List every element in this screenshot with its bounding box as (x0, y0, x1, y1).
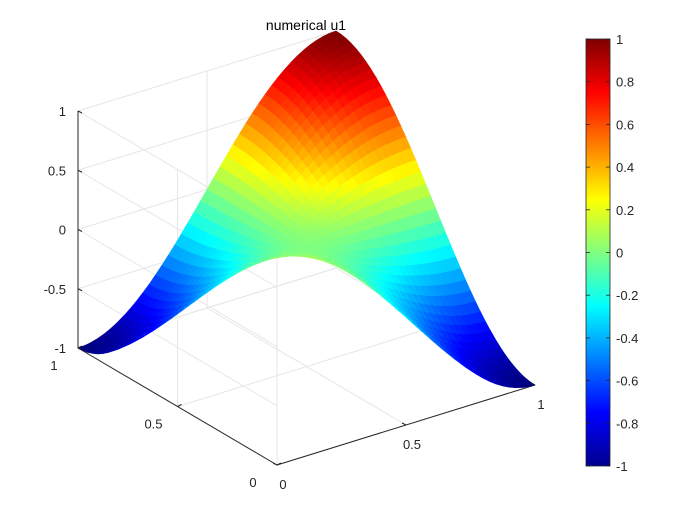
x-tick-mark (530, 382, 536, 386)
x-tick-label: 1 (537, 397, 544, 412)
surface-plot (77, 30, 536, 389)
y-tick-mark (77, 345, 83, 349)
y-tick-label: 1 (50, 358, 57, 373)
x-axis-ticks: 00.51 (272, 382, 545, 492)
colorbar-ticks: -1 -0.8 -0.6 -0.4 -0.2 0 0.2 0.4 0.6 0.8 1 (586, 32, 638, 474)
colorbar-tick-label: -0.4 (616, 331, 638, 346)
z-tick-label: -0.5 (44, 282, 66, 297)
colorbar[interactable]: -1 -0.8 -0.6 -0.4 -0.2 0 0.2 0.4 0.6 0.8 1 (585, 32, 638, 474)
y-tick-label: 0 (249, 475, 256, 490)
z-tick-label: -1 (54, 341, 66, 356)
colorbar-tick-label: 0.8 (616, 75, 634, 90)
x-tick-mark (272, 462, 278, 466)
z-tick-mark (77, 229, 83, 232)
z-tick-label: 0.5 (48, 163, 66, 178)
x-tick-mark (401, 422, 407, 426)
z-tick-mark (77, 110, 83, 114)
x-tick-label: 0 (279, 477, 286, 492)
colorbar-tick-label: 1 (616, 32, 623, 47)
y-tick-label: 0.5 (144, 417, 162, 432)
chart-title: numerical u1 (266, 17, 346, 33)
z-tick-mark (77, 169, 83, 173)
colorbar-tick-label: 0 (616, 246, 623, 261)
colorbar-tick-label: -1 (616, 459, 628, 474)
colorbar-tick-label: -0.6 (616, 374, 638, 389)
z-tick-mark (77, 347, 83, 351)
x-tick-label: 0.5 (403, 437, 421, 452)
colorbar-tick-label: 0.2 (616, 203, 634, 218)
y-tick-mark (276, 462, 282, 466)
colorbar-tick-label: 0.4 (616, 160, 634, 175)
z-tick-label: 0 (59, 223, 66, 238)
colorbar-tick-label: 0.6 (616, 117, 634, 132)
z-tick-label: 1 (59, 104, 66, 119)
colorbar-tick-label: -0.8 (616, 416, 638, 431)
colorbar-tick-label: -0.2 (616, 288, 638, 303)
z-axis-ticks: -1 -0.5 0 0.5 1 (44, 104, 83, 356)
y-tick-mark (177, 404, 182, 407)
z-tick-mark (77, 288, 83, 292)
grid-line (177, 326, 436, 407)
y-axis-ticks: 00.51 (50, 345, 282, 490)
